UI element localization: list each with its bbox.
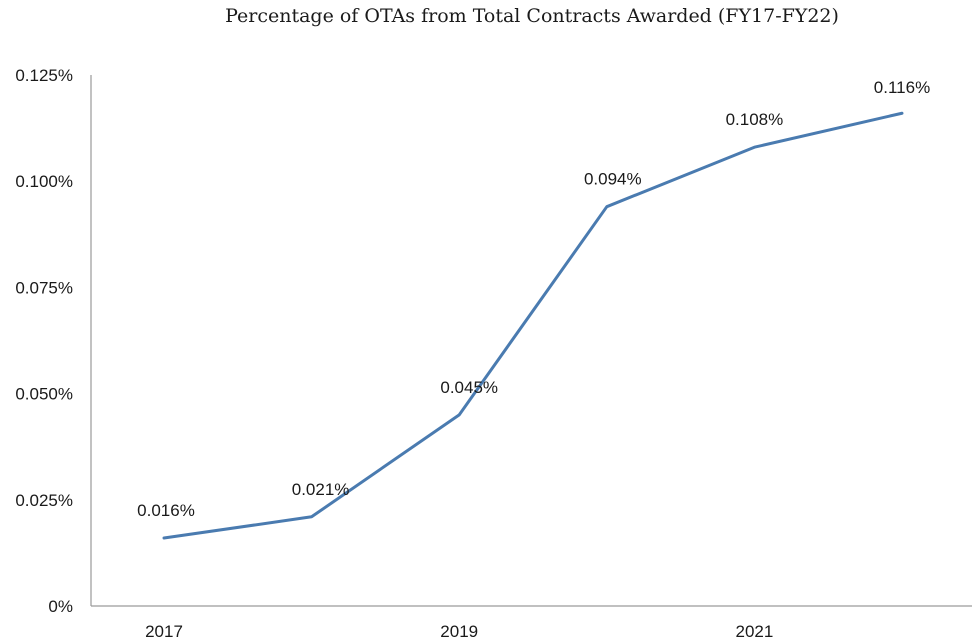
y-tick-label: 0% xyxy=(48,597,73,616)
x-tick-label: 2019 xyxy=(440,622,478,641)
y-tick-label: 0.025% xyxy=(15,491,73,510)
y-tick-label: 0.050% xyxy=(15,385,73,404)
y-tick-label: 0.100% xyxy=(15,172,73,191)
data-label: 0.016% xyxy=(137,501,195,520)
x-axis-ticks: 2017 2019 2021 xyxy=(145,622,773,641)
chart-title: Percentage of OTAs from Total Contracts … xyxy=(225,5,839,27)
y-axis-ticks: 0% 0.025% 0.050% 0.075% 0.100% 0.125% xyxy=(15,66,73,616)
data-label: 0.108% xyxy=(726,110,784,129)
x-tick-label: 2017 xyxy=(145,622,183,641)
x-tick-label: 2021 xyxy=(735,622,773,641)
series-lines xyxy=(162,111,904,540)
y-tick-label: 0.075% xyxy=(15,278,73,297)
data-label: 0.045% xyxy=(440,378,498,397)
y-tick-label: 0.125% xyxy=(15,66,73,85)
series-line xyxy=(162,111,904,540)
data-labels: 0.016% 0.021% 0.045% 0.094% 0.108% 0.116% xyxy=(137,78,930,520)
axes xyxy=(90,75,972,607)
data-label: 0.116% xyxy=(874,78,930,97)
data-label: 0.094% xyxy=(584,170,642,189)
data-label: 0.021% xyxy=(292,480,350,499)
